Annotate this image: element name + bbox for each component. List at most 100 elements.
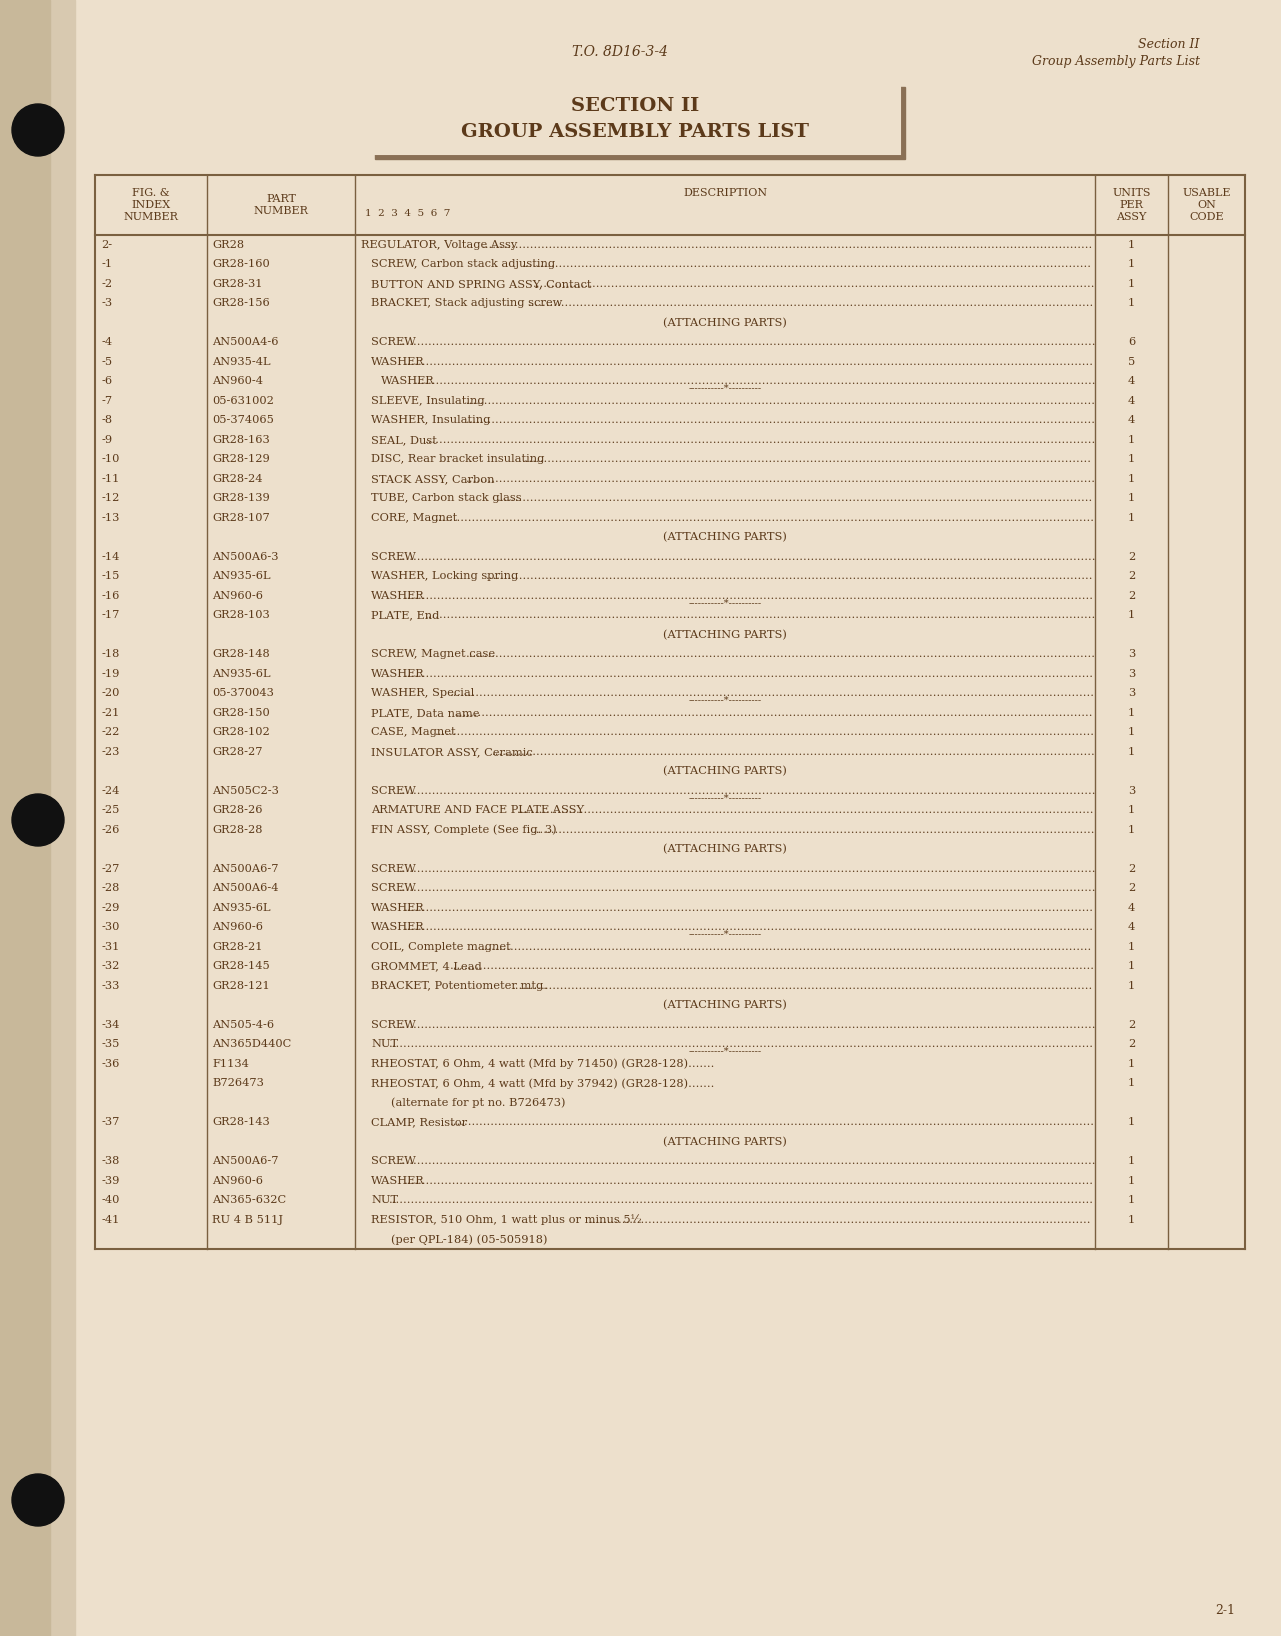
Text: BUTTON AND SPRING ASSY, Contact: BUTTON AND SPRING ASSY, Contact: [371, 278, 592, 288]
Text: -22: -22: [101, 728, 119, 738]
Text: -17: -17: [101, 610, 119, 620]
Text: GR28-143: GR28-143: [211, 1117, 270, 1127]
Text: -30: -30: [101, 923, 119, 933]
Text: ................................................................................: ........................................…: [512, 980, 1093, 991]
Text: SCREW: SCREW: [371, 1019, 416, 1029]
Text: 1: 1: [1127, 455, 1135, 465]
Text: COIL, Complete magnet: COIL, Complete magnet: [371, 942, 511, 952]
Text: UNITS: UNITS: [1112, 188, 1150, 198]
Text: WASHER: WASHER: [371, 923, 425, 933]
Text: GR28-102: GR28-102: [211, 728, 270, 738]
Text: 05-631002: 05-631002: [211, 396, 274, 406]
Text: GR28-156: GR28-156: [211, 298, 270, 308]
Text: AN960-6: AN960-6: [211, 1176, 263, 1186]
Text: CORE, Magnet: CORE, Magnet: [371, 512, 457, 524]
Text: (per QPL-184) (05-505918): (per QPL-184) (05-505918): [391, 1234, 547, 1245]
Text: -40: -40: [101, 1196, 119, 1206]
Text: -19: -19: [101, 669, 119, 679]
Text: AN960-6: AN960-6: [211, 923, 263, 933]
Text: CASE, Magnet: CASE, Magnet: [371, 728, 456, 738]
Text: ................................................................................: ........................................…: [533, 825, 1095, 834]
Text: WASHER: WASHER: [380, 376, 434, 386]
Text: ................................................................................: ........................................…: [414, 376, 1097, 386]
Text: -33: -33: [101, 980, 119, 991]
Text: ................................................................................: ........................................…: [398, 1157, 1097, 1166]
Text: GR28-163: GR28-163: [211, 435, 270, 445]
Text: GR28-121: GR28-121: [211, 980, 270, 991]
Text: 1: 1: [1127, 1078, 1135, 1088]
Text: 3: 3: [1127, 669, 1135, 679]
Text: STACK ASSY, Carbon: STACK ASSY, Carbon: [371, 474, 494, 484]
Text: GR28-129: GR28-129: [211, 455, 270, 465]
Text: -25: -25: [101, 805, 119, 815]
Text: GR28-145: GR28-145: [211, 962, 270, 972]
Text: -31: -31: [101, 942, 119, 952]
Text: (ATTACHING PARTS): (ATTACHING PARTS): [664, 630, 787, 640]
Text: -----------*----------: -----------*----------: [688, 793, 762, 802]
Text: RHEOSTAT, 6 Ohm, 4 watt (Mfd by 37942) (GR28-128).......: RHEOSTAT, 6 Ohm, 4 watt (Mfd by 37942) (…: [371, 1078, 715, 1088]
Text: WASHER, Insulating: WASHER, Insulating: [371, 416, 491, 425]
Text: SCREW: SCREW: [371, 1157, 416, 1166]
Text: T.O. 8D16-3-4: T.O. 8D16-3-4: [573, 46, 667, 59]
Text: ................................................................................: ........................................…: [450, 962, 1095, 972]
Text: AN500A6-7: AN500A6-7: [211, 864, 278, 874]
Text: ................................................................................: ........................................…: [523, 455, 1093, 465]
Text: ................................................................................: ........................................…: [404, 591, 1094, 600]
Text: GR28-24: GR28-24: [211, 474, 263, 484]
Text: -16: -16: [101, 591, 119, 600]
Text: WASHER: WASHER: [371, 1176, 425, 1186]
Text: ................................................................................: ........................................…: [388, 1196, 1094, 1206]
Text: 1: 1: [1127, 474, 1135, 484]
Text: GROUP ASSEMBLY PARTS LIST: GROUP ASSEMBLY PARTS LIST: [461, 123, 810, 141]
Text: FIN ASSY, Complete (See fig. 3): FIN ASSY, Complete (See fig. 3): [371, 825, 557, 834]
Text: -18: -18: [101, 649, 119, 659]
Text: 1: 1: [1127, 610, 1135, 620]
Text: -1: -1: [101, 258, 113, 270]
Text: (ATTACHING PARTS): (ATTACHING PARTS): [664, 532, 787, 543]
Text: SCREW, Magnet case: SCREW, Magnet case: [371, 649, 496, 659]
Text: ON: ON: [1196, 200, 1216, 209]
Text: SEAL, Dust: SEAL, Dust: [371, 435, 437, 445]
Text: SCREW: SCREW: [371, 551, 416, 561]
Text: -21: -21: [101, 708, 119, 718]
Text: -13: -13: [101, 512, 119, 524]
Text: -14: -14: [101, 551, 119, 561]
Text: SCREW: SCREW: [371, 785, 416, 795]
Text: -----------*----------: -----------*----------: [688, 1047, 762, 1055]
Text: (ATTACHING PARTS): (ATTACHING PARTS): [664, 1000, 787, 1011]
Text: DESCRIPTION: DESCRIPTION: [683, 188, 767, 198]
Text: ................................................................................: ........................................…: [466, 649, 1095, 659]
Text: 05-370043: 05-370043: [211, 689, 274, 699]
Text: ................................................................................: ........................................…: [398, 785, 1097, 795]
Text: AN500A6-4: AN500A6-4: [211, 883, 278, 893]
Text: ................................................................................: ........................................…: [404, 923, 1094, 933]
Text: GROMMET, 4 Lead: GROMMET, 4 Lead: [371, 962, 482, 972]
Text: -39: -39: [101, 1176, 119, 1186]
Text: WASHER: WASHER: [371, 903, 425, 913]
Text: 5: 5: [1127, 357, 1135, 366]
Text: 2-1: 2-1: [1214, 1603, 1235, 1616]
Text: -41: -41: [101, 1216, 119, 1225]
Text: 1: 1: [1127, 492, 1135, 504]
Text: PLATE, Data name: PLATE, Data name: [371, 708, 479, 718]
Text: 2: 2: [1127, 864, 1135, 874]
Text: ................................................................................: ........................................…: [482, 942, 1093, 952]
Text: WASHER: WASHER: [371, 669, 425, 679]
Text: ................................................................................: ........................................…: [434, 728, 1095, 738]
Text: AN935-6L: AN935-6L: [211, 669, 270, 679]
Text: AN500A6-3: AN500A6-3: [211, 551, 278, 561]
Text: 1: 1: [1127, 962, 1135, 972]
Text: ................................................................................: ........................................…: [398, 551, 1097, 561]
Text: 1  2  3  4  5  6  7: 1 2 3 4 5 6 7: [365, 208, 451, 218]
Text: 3: 3: [1127, 649, 1135, 659]
Text: -38: -38: [101, 1157, 119, 1166]
Text: GR28-27: GR28-27: [211, 746, 263, 757]
Text: AN505C2-3: AN505C2-3: [211, 785, 279, 795]
Bar: [375, 87, 904, 159]
Text: ................................................................................: ........................................…: [398, 883, 1097, 893]
Text: CLAMP, Resistor: CLAMP, Resistor: [371, 1117, 468, 1127]
Text: -24: -24: [101, 785, 119, 795]
Text: ................................................................................: ........................................…: [404, 357, 1094, 366]
Text: 3: 3: [1127, 689, 1135, 699]
Text: (ATTACHING PARTS): (ATTACHING PARTS): [664, 844, 787, 854]
